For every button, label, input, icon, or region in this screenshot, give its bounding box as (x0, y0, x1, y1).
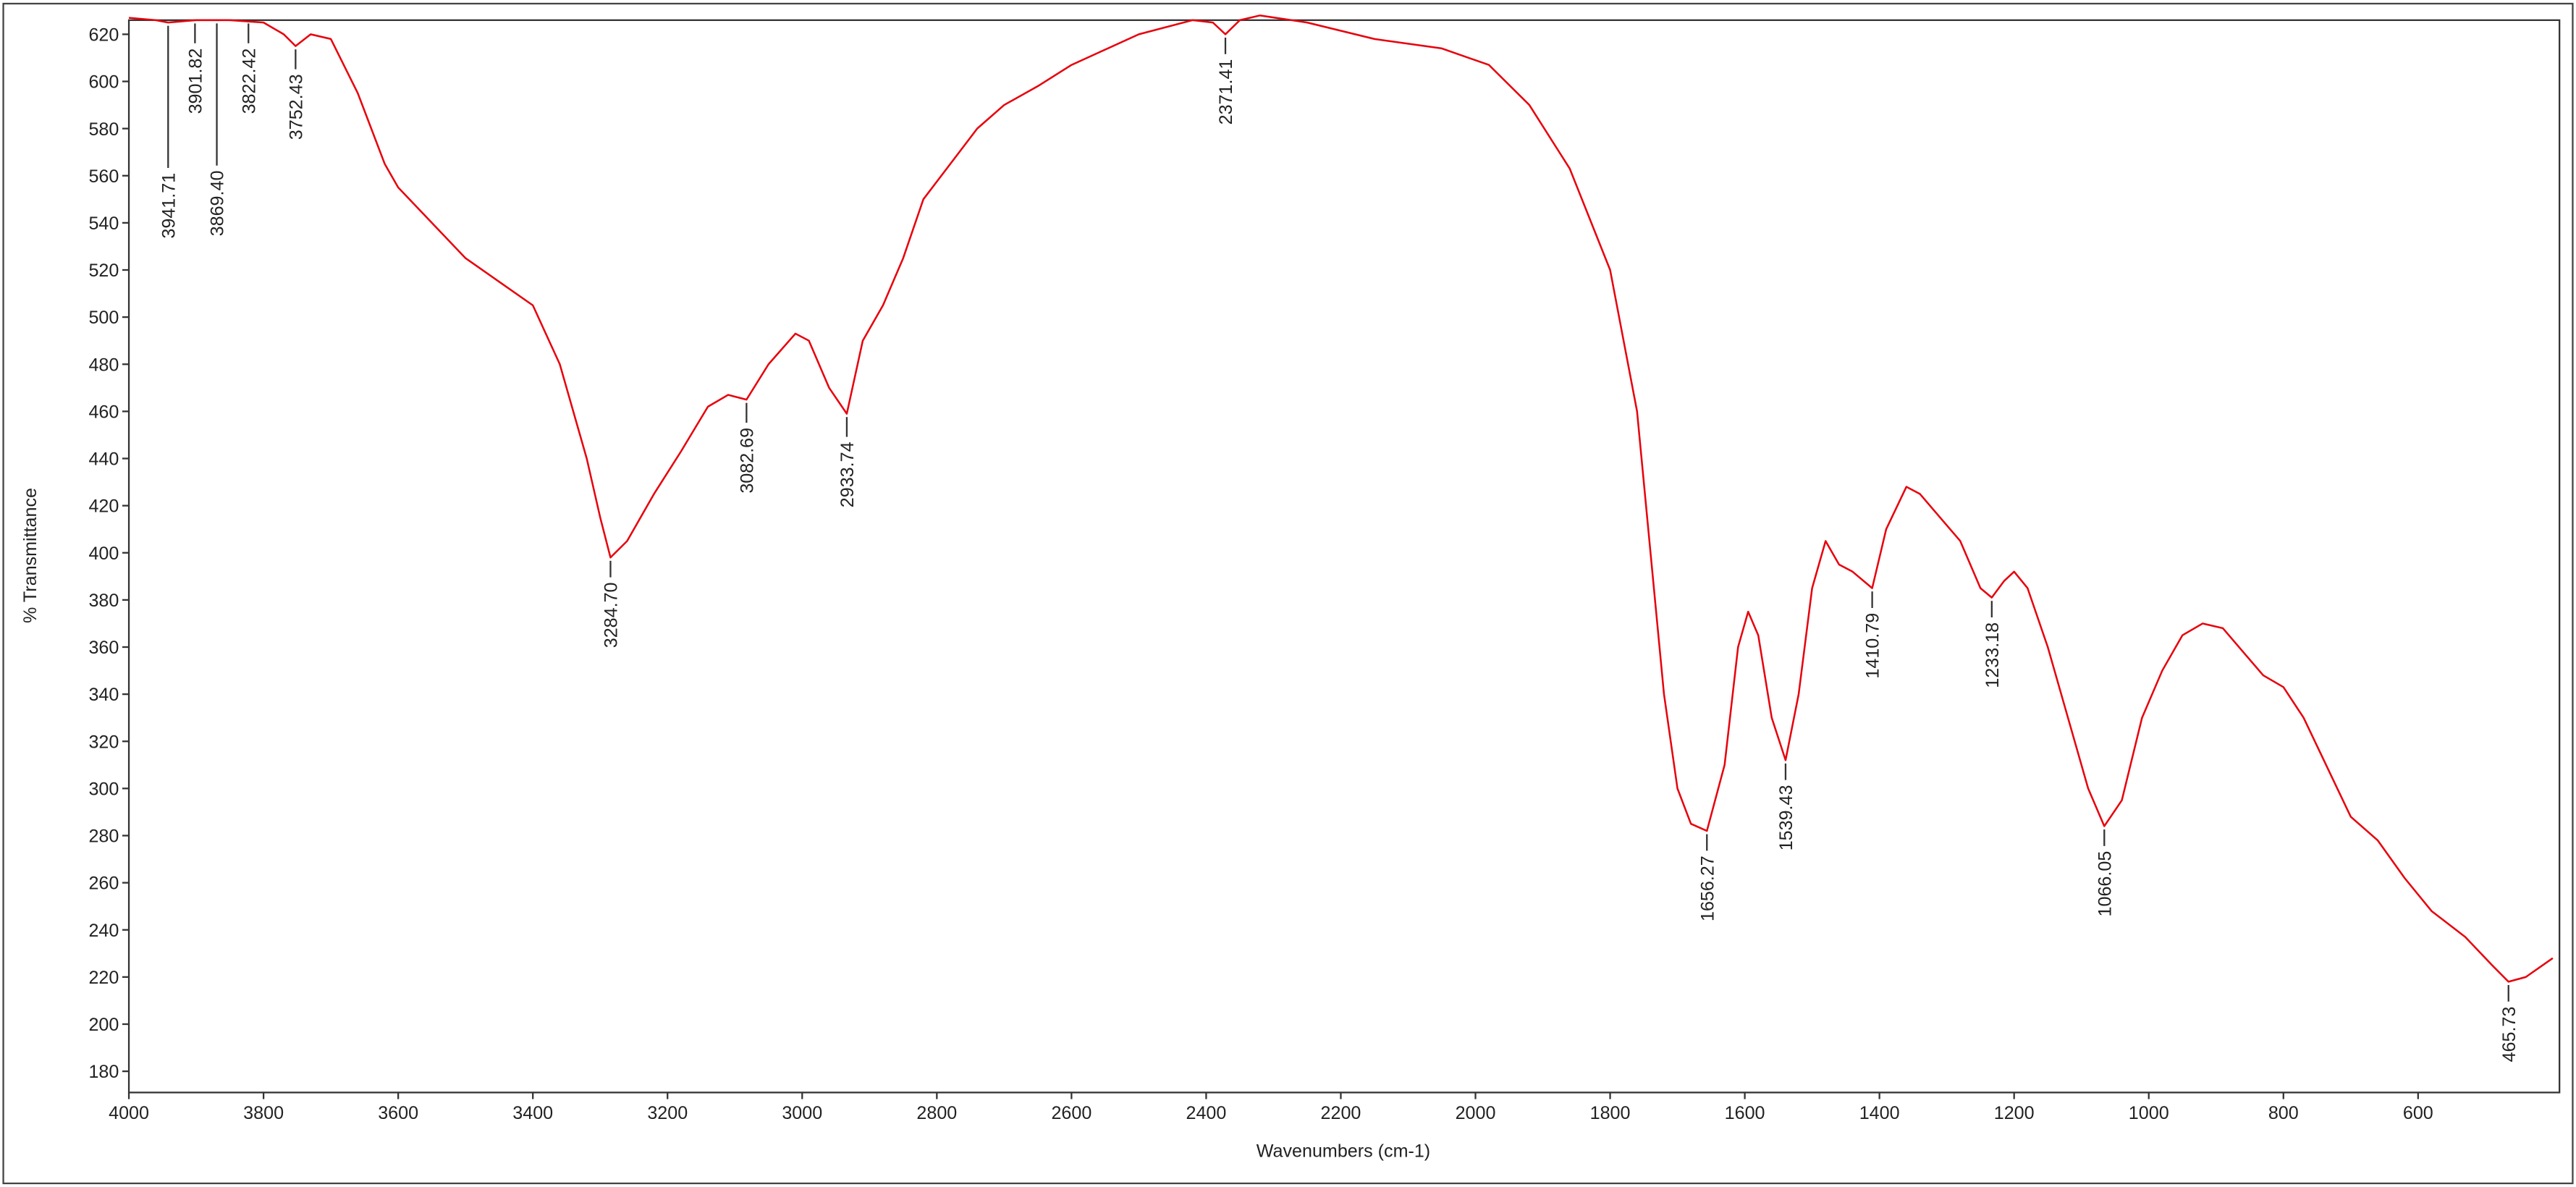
x-tick-label: 1400 (1859, 1103, 1900, 1123)
y-tick-label: 320 (88, 732, 119, 752)
peak-label: 2933.74 (837, 442, 858, 507)
y-tick-label: 560 (88, 166, 119, 187)
x-tick-label: 3800 (243, 1103, 284, 1123)
x-tick-label: 2400 (1186, 1103, 1226, 1123)
y-tick-label: 220 (88, 968, 119, 988)
y-tick-label: 520 (88, 261, 119, 281)
peak-label: 3941.71 (159, 173, 179, 239)
y-tick-label: 580 (88, 119, 119, 140)
y-tick-label: 260 (88, 874, 119, 894)
x-tick-label: 2600 (1051, 1103, 1091, 1123)
x-axis-label: Wavenumbers (cm-1) (1257, 1141, 1430, 1161)
y-tick-label: 340 (88, 685, 119, 705)
y-tick-label: 200 (88, 1015, 119, 1035)
x-tick-label: 2000 (1456, 1103, 1496, 1123)
peak-label: 3082.69 (737, 428, 757, 494)
x-tick-label: 1600 (1725, 1103, 1765, 1123)
y-tick-label: 280 (88, 827, 119, 847)
y-tick-label: 400 (88, 544, 119, 564)
x-tick-label: 3600 (378, 1103, 418, 1123)
y-tick-label: 480 (88, 355, 119, 375)
y-tick-label: 240 (88, 921, 119, 941)
x-tick-label: 1000 (2129, 1103, 2169, 1123)
peak-label: 1539.43 (1776, 785, 1796, 851)
x-tick-label: 3200 (647, 1103, 688, 1123)
x-tick-label: 600 (2403, 1103, 2433, 1123)
peak-label: 1656.27 (1697, 856, 1718, 921)
y-tick-label: 440 (88, 449, 119, 470)
peak-label: 1233.18 (1982, 622, 2003, 688)
y-tick-label: 360 (88, 638, 119, 658)
x-tick-label: 1200 (1994, 1103, 2035, 1123)
y-tick-label: 180 (88, 1062, 119, 1082)
x-tick-label: 3000 (782, 1103, 822, 1123)
peak-label: 3869.40 (208, 171, 228, 237)
peak-label: 3752.43 (286, 74, 306, 140)
y-tick-label: 300 (88, 780, 119, 800)
peak-label: 1410.79 (1863, 613, 1883, 679)
plot-frame (127, 19, 2561, 1094)
y-tick-label: 600 (88, 72, 119, 93)
x-tick-label: 2200 (1321, 1103, 1361, 1123)
y-tick-label: 620 (88, 25, 119, 46)
y-tick-label: 500 (88, 308, 119, 328)
x-tick-label: 4000 (109, 1103, 149, 1123)
peak-label: 465.73 (2499, 1007, 2520, 1063)
peak-label: 1066.05 (2095, 851, 2115, 917)
peak-label: 3284.70 (601, 583, 622, 649)
x-tick-label: 1800 (1590, 1103, 1631, 1123)
y-axis-label: % Transmittance (20, 488, 41, 623)
spectrum-line (128, 14, 2554, 983)
peak-label: 2371.41 (1216, 59, 1236, 125)
x-tick-label: 800 (2268, 1103, 2299, 1123)
y-tick-label: 380 (88, 591, 119, 611)
y-tick-label: 460 (88, 402, 119, 423)
peak-label: 3822.42 (239, 48, 259, 114)
y-tick-label: 540 (88, 214, 119, 234)
peak-label: 3901.82 (186, 48, 206, 114)
x-tick-label: 2800 (916, 1103, 957, 1123)
y-tick-label: 420 (88, 497, 119, 517)
x-tick-label: 3400 (512, 1103, 553, 1123)
